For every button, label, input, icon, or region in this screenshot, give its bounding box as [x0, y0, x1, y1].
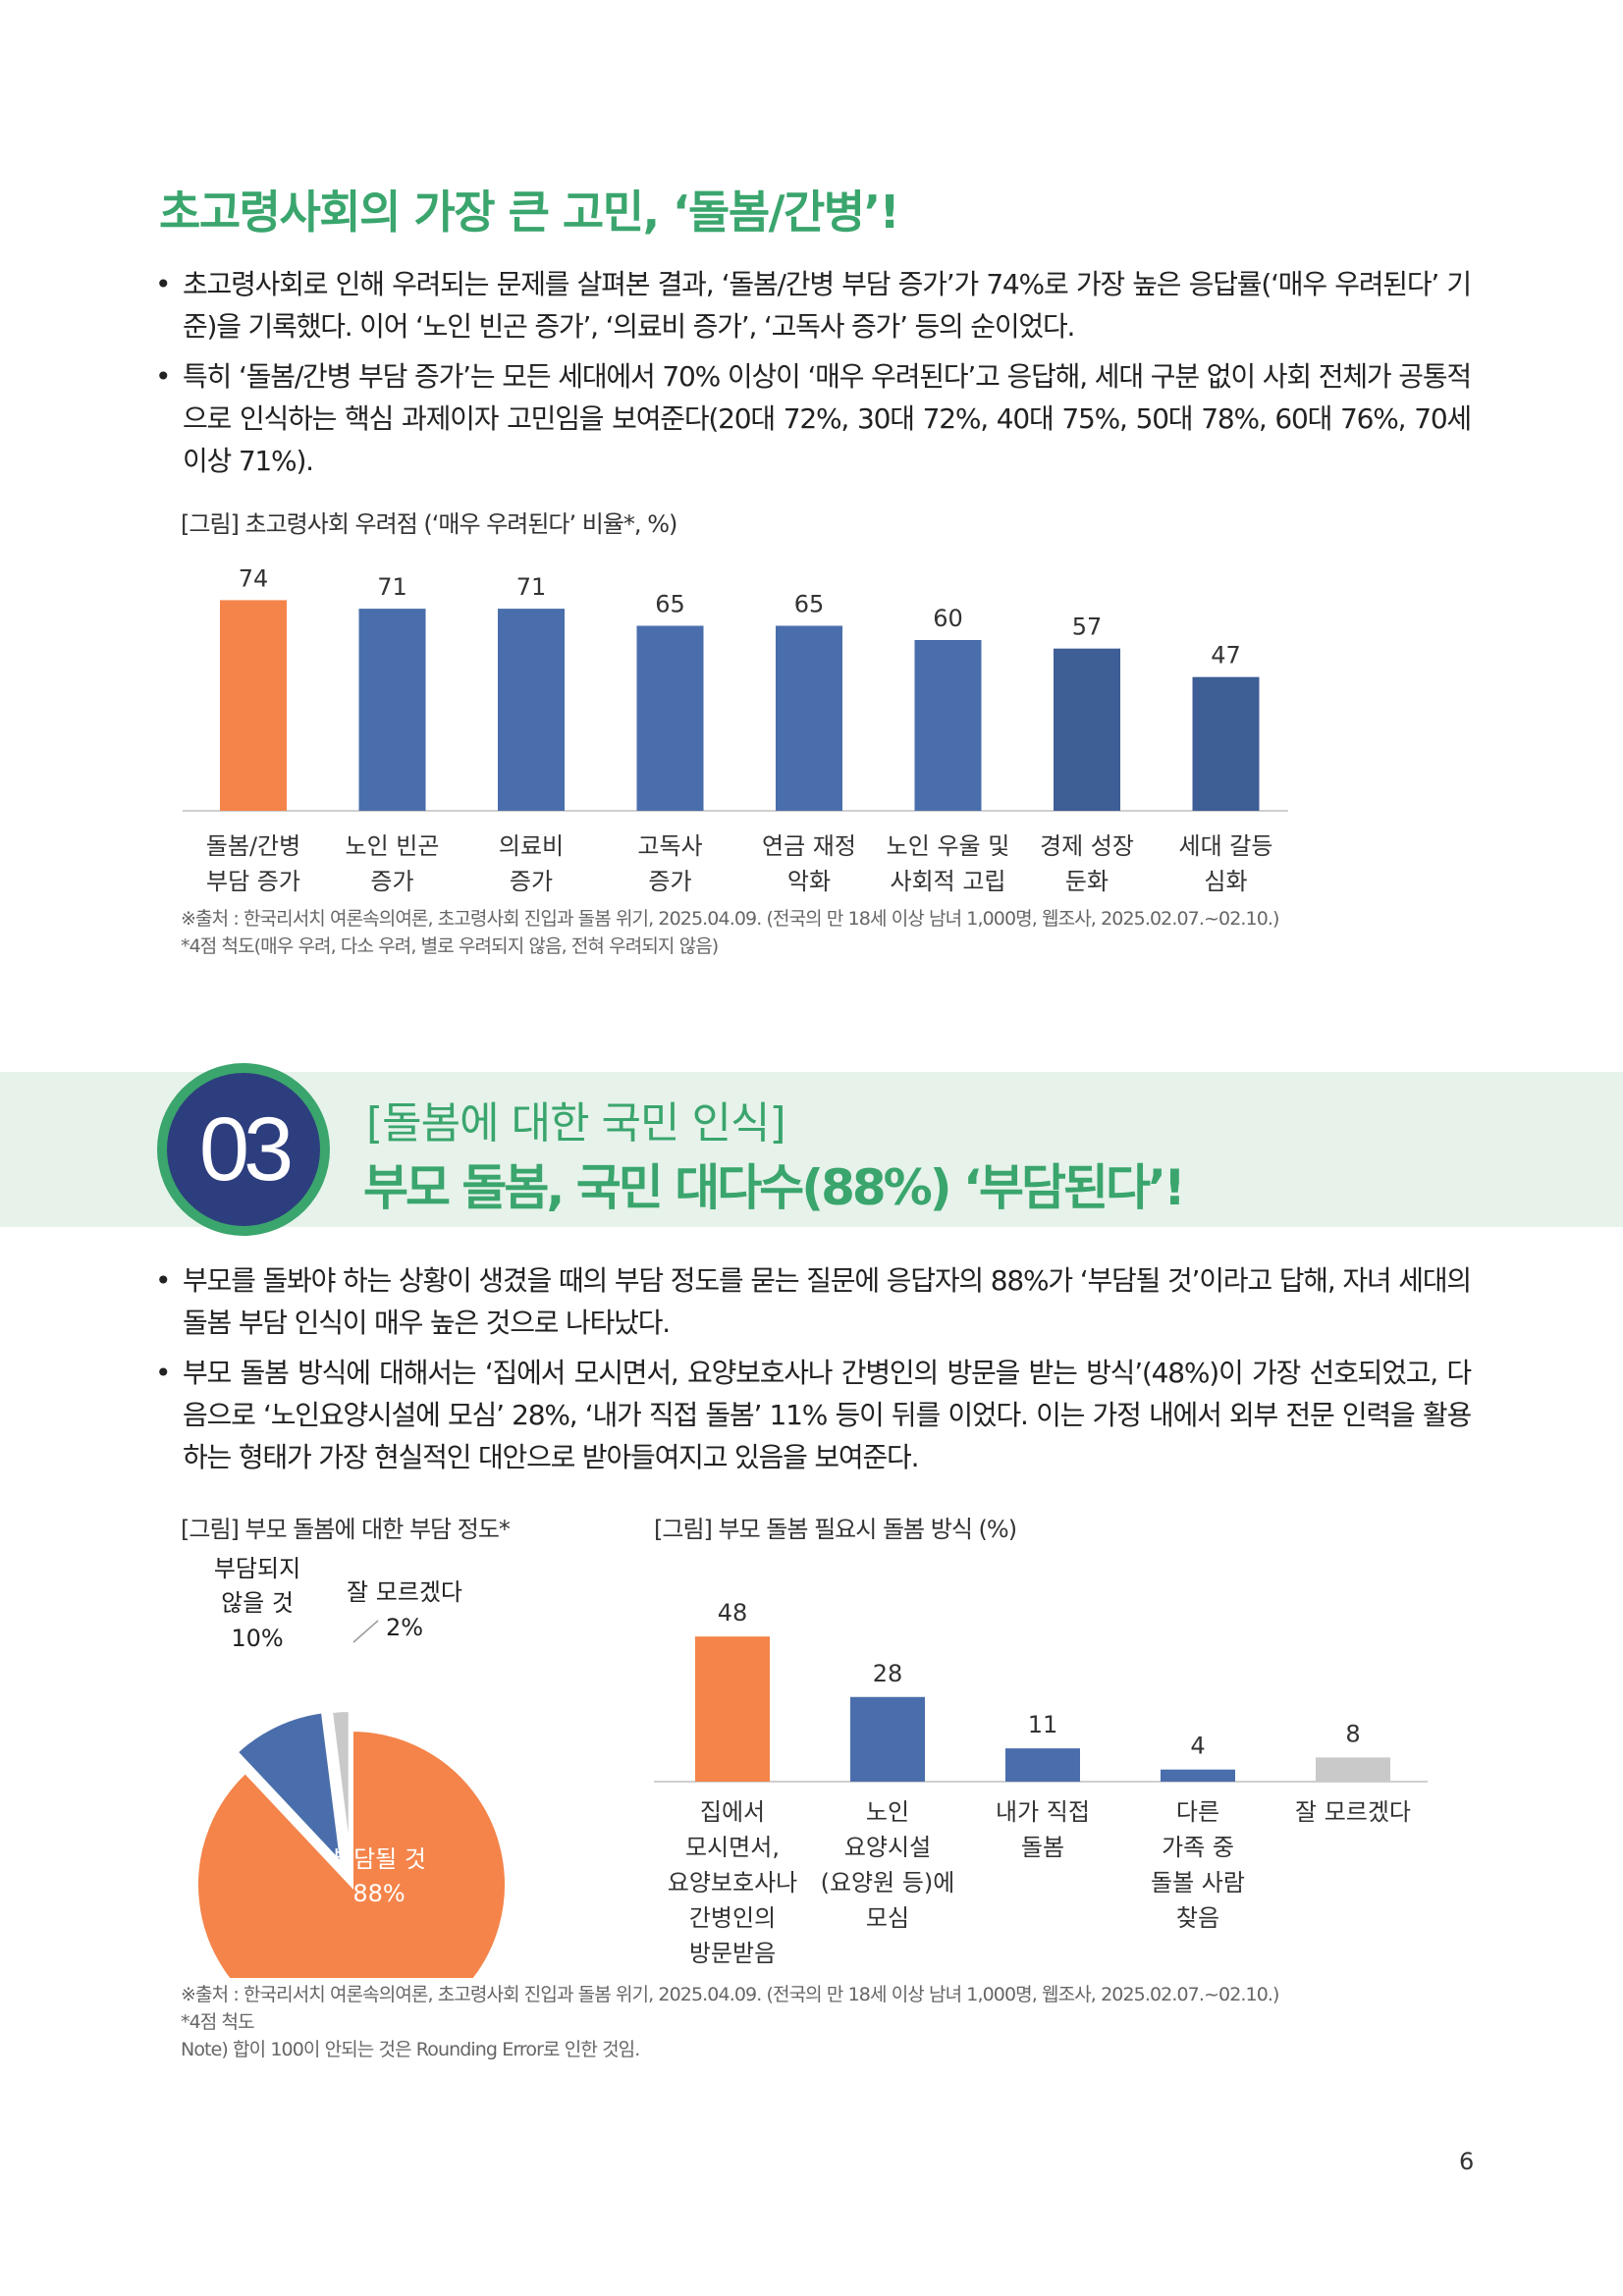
tick-label: 돌봄/간병	[206, 832, 300, 860]
bar	[498, 609, 565, 811]
tick-label: 노인 빈곤	[346, 832, 440, 860]
tick-label: 찾음	[1176, 1904, 1219, 1932]
bar	[776, 625, 842, 811]
bullet-text: 부모 돌봄 방식에 대해서는 ‘집에서 모시면서, 요양보호사나 간병인의 방문…	[183, 1357, 1472, 1473]
tick-label: 모시면서,	[685, 1834, 780, 1861]
tick-label: 노인 우울 및	[887, 832, 1010, 860]
data-label: 48	[718, 1599, 748, 1627]
tick-label: 둔화	[1065, 868, 1109, 895]
bar	[1005, 1748, 1080, 1782]
bar	[220, 600, 287, 811]
tick-label: 다른	[1176, 1798, 1219, 1826]
bullet-item: • 특히 ‘돌봄/간병 부담 증가’는 모든 세대에서 70% 이상이 ‘매우 …	[155, 355, 1472, 482]
section-number-badge: 03	[167, 1073, 320, 1226]
bullet-dot: •	[155, 1264, 172, 1297]
bar	[1316, 1757, 1390, 1782]
bullet-text: 부모를 돌봐야 하는 상황이 생겼을 때의 부담 정도를 묻는 질문에 응답자의…	[183, 1264, 1472, 1339]
pie-label: 않을 것	[221, 1589, 294, 1617]
bullet-item: • 부모 돌봄 방식에 대해서는 ‘집에서 모시면서, 요양보호사나 간병인의 …	[155, 1352, 1472, 1478]
bullet-dot: •	[155, 360, 172, 393]
tick-label: 노인	[866, 1798, 909, 1826]
data-label: 71	[377, 573, 407, 601]
tick-label: 요양보호사나	[668, 1869, 797, 1896]
tick-label: 잘 모르겠다	[1295, 1798, 1411, 1826]
tick-label: 세대 갈등	[1179, 832, 1273, 860]
tick-label: 모심	[866, 1904, 909, 1932]
section-heading: 부모 돌봄, 국민 대다수(88%) ‘부담된다’!	[363, 1159, 1186, 1216]
bar	[914, 640, 982, 811]
data-label: 65	[655, 591, 685, 618]
pie-label: 잘 모르겠다	[347, 1578, 462, 1606]
data-label: 47	[1211, 642, 1241, 669]
data-label: 57	[1072, 614, 1103, 641]
pie-value: 2%	[386, 1614, 423, 1641]
bullet-dot: •	[155, 268, 172, 300]
bullet-dot: •	[155, 1357, 172, 1389]
tick-label: 악화	[787, 868, 831, 895]
pie-label: 부담될 것	[332, 1845, 426, 1873]
bar	[636, 625, 704, 811]
bar	[1054, 648, 1120, 811]
data-label: 65	[794, 591, 825, 618]
pie-slice-no-burden	[233, 1709, 346, 1871]
data-label: 8	[1345, 1720, 1360, 1747]
pie-label: 부담되지	[214, 1555, 300, 1582]
data-label: 4	[1190, 1733, 1205, 1760]
rounding-note: Note) 합이 100이 안되는 것은 Rounding Error로 인한 …	[181, 2039, 640, 2060]
bullet-item: • 부모를 돌봐야 하는 상황이 생겼을 때의 부담 정도를 묻는 질문에 응답…	[155, 1259, 1472, 1344]
bar	[1161, 1769, 1235, 1782]
tick-label: 간병인의	[689, 1904, 776, 1932]
section-subtitle: [돌봄에 대한 국민 인식]	[366, 1098, 786, 1148]
tick-label: 돌볼 사람	[1151, 1869, 1245, 1896]
data-label: 11	[1028, 1711, 1058, 1738]
tick-label: 내가 직접	[996, 1798, 1090, 1826]
scale-note: *4점 척도(매우 우려, 다소 우려, 별로 우려되지 않음, 전혀 우려되지…	[181, 935, 719, 957]
tick-label: 의료비	[499, 832, 564, 860]
chart-caption: [그림] 초고령사회 우려점 (‘매우 우려된다’ 비율*, %)	[181, 510, 677, 538]
tick-label: 증가	[510, 868, 553, 895]
tick-label: 가족 중	[1162, 1834, 1234, 1861]
bar-caption: [그림] 부모 돌봄 필요시 돌봄 방식 (%)	[654, 1516, 1017, 1543]
tick-label: 사회적 고립	[890, 868, 1005, 895]
tick-label: 연금 재정	[762, 832, 856, 860]
tick-label: 돌봄	[1021, 1834, 1064, 1861]
source-note: ※출처 : 한국리서치 여론속의여론, 초고령사회 진입과 돌봄 위기, 202…	[181, 908, 1279, 930]
tick-label: 경제 성장	[1040, 832, 1134, 860]
data-label: 71	[516, 573, 547, 601]
bar	[695, 1636, 770, 1782]
pie-caption: [그림] 부모 돌봄에 대한 부담 정도*	[181, 1516, 511, 1543]
pie-value: 88%	[352, 1880, 405, 1907]
pie-value: 10%	[231, 1625, 283, 1652]
data-label: 28	[873, 1660, 903, 1687]
data-label: 74	[239, 564, 269, 592]
page-number: 6	[1459, 2148, 1475, 2175]
leader-line	[352, 1620, 379, 1643]
tick-label: 심화	[1204, 868, 1247, 895]
tick-label: 증가	[648, 868, 691, 895]
bullet-item: • 초고령사회로 인해 우려되는 문제를 살펴본 결과, ‘돌봄/간병 부담 증…	[155, 263, 1472, 347]
bar	[1192, 676, 1260, 811]
tick-label: (요양원 등)에	[821, 1869, 955, 1896]
tick-label: 집에서	[700, 1798, 765, 1826]
source-note: ※출처 : 한국리서치 여론속의여론, 초고령사회 진입과 돌봄 위기, 202…	[181, 1984, 1279, 2005]
tick-label: 증가	[370, 868, 413, 895]
section-title: 초고령사회의 가장 큰 고민, ‘돌봄/간병’!	[159, 186, 900, 239]
scale-note: *4점 척도	[181, 2011, 255, 2033]
tick-label: 고독사	[637, 832, 702, 860]
data-label: 60	[933, 605, 963, 632]
tick-label: 요양시설	[844, 1834, 931, 1861]
pie-slice-unknown	[328, 1708, 352, 1866]
bar	[358, 609, 426, 811]
tick-label: 방문받음	[689, 1940, 776, 1967]
bullet-text: 초고령사회로 인해 우려되는 문제를 살펴본 결과, ‘돌봄/간병 부담 증가’…	[183, 268, 1472, 343]
tick-label: 부담 증가	[206, 868, 300, 895]
bullet-text: 특히 ‘돌봄/간병 부담 증가’는 모든 세대에서 70% 이상이 ‘매우 우려…	[183, 360, 1472, 477]
bar	[850, 1696, 925, 1782]
